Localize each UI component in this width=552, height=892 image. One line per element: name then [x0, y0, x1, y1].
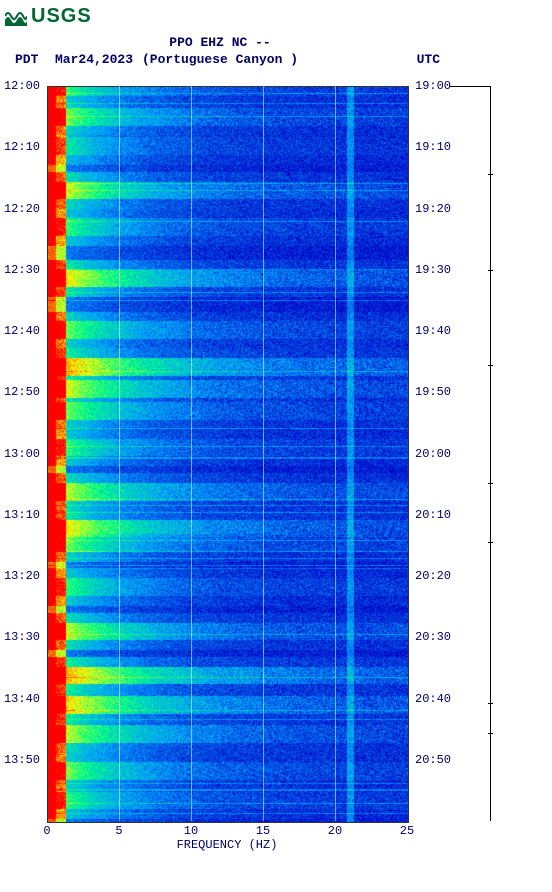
xtick: 5 — [115, 824, 122, 838]
station-label: (Portuguese Canyon ) — [0, 52, 440, 67]
gridline — [119, 86, 120, 821]
ytick-utc: 19:20 — [415, 202, 451, 216]
gridline — [263, 86, 264, 821]
wave-icon — [5, 8, 27, 26]
side-mark — [488, 733, 493, 734]
ytick-pdt: 13:00 — [4, 447, 40, 461]
ytick-utc: 20:40 — [415, 692, 451, 706]
ytick-utc: 20:50 — [415, 753, 451, 767]
ytick-pdt: 12:00 — [4, 79, 40, 93]
ytick-pdt: 12:30 — [4, 263, 40, 277]
ytick-pdt: 12:10 — [4, 140, 40, 154]
side-mark — [488, 483, 493, 484]
ytick-pdt: 12:40 — [4, 324, 40, 338]
ytick-utc: 19:40 — [415, 324, 451, 338]
ytick-utc: 20:30 — [415, 630, 451, 644]
ytick-utc: 19:00 — [415, 79, 451, 93]
gridline — [191, 86, 192, 821]
ytick-utc: 19:30 — [415, 263, 451, 277]
ytick-pdt: 13:50 — [4, 753, 40, 767]
side-mark — [488, 703, 493, 704]
amplitude-strip — [490, 86, 491, 821]
spectrogram-plot — [47, 86, 407, 821]
xtick: 10 — [184, 824, 198, 838]
xtick: 0 — [43, 824, 50, 838]
ytick-utc: 19:10 — [415, 140, 451, 154]
ytick-utc: 20:10 — [415, 508, 451, 522]
gridline — [335, 86, 336, 821]
utc-label: UTC — [417, 52, 440, 67]
side-mark — [488, 174, 493, 175]
xtick: 15 — [256, 824, 270, 838]
ytick-utc: 19:50 — [415, 385, 451, 399]
side-mark — [488, 365, 493, 366]
usgs-logo: USGS — [5, 5, 92, 28]
xlabel: FREQUENCY (HZ) — [47, 838, 407, 852]
ytick-utc: 20:20 — [415, 569, 451, 583]
ytick-pdt: 13:10 — [4, 508, 40, 522]
side-mark — [488, 270, 493, 271]
xtick: 25 — [400, 824, 414, 838]
ytick-pdt: 12:50 — [4, 385, 40, 399]
spectrogram-canvas — [47, 86, 409, 823]
ytick-pdt: 12:20 — [4, 202, 40, 216]
ytick-pdt: 13:20 — [4, 569, 40, 583]
logo-text: USGS — [31, 5, 92, 28]
ytick-pdt: 13:30 — [4, 630, 40, 644]
ytick-pdt: 13:40 — [4, 692, 40, 706]
xtick: 20 — [328, 824, 342, 838]
ytick-utc: 20:00 — [415, 447, 451, 461]
side-mark — [488, 542, 493, 543]
channel-label: PPO EHZ NC -- — [0, 35, 440, 50]
